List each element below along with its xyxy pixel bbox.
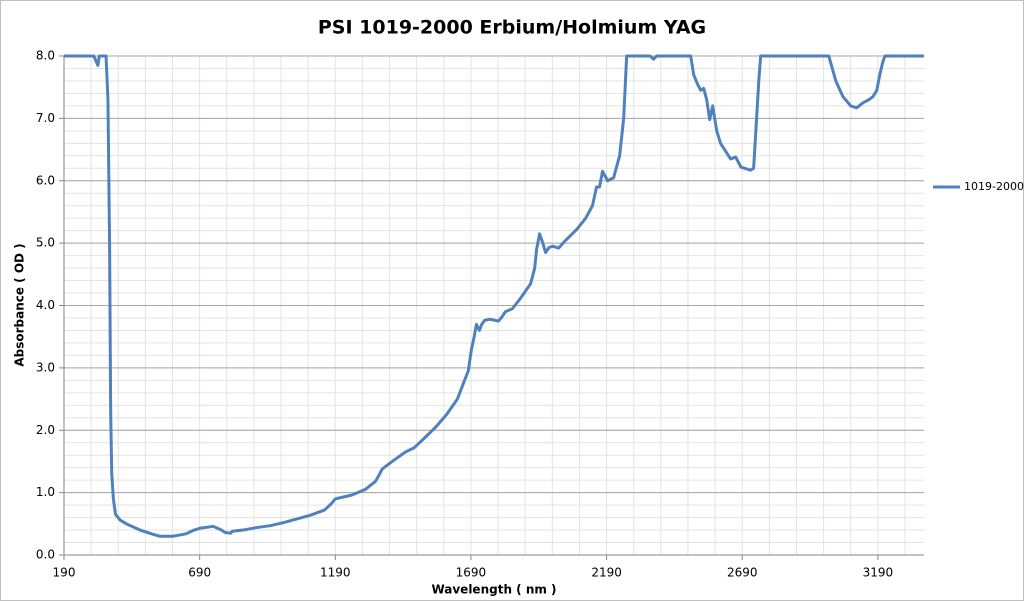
y-tick-label: 4.0 bbox=[36, 298, 55, 312]
x-tick-label: 3190 bbox=[863, 566, 894, 580]
x-tick-label: 1690 bbox=[456, 566, 487, 580]
y-tick-label: 0.0 bbox=[36, 548, 55, 562]
y-tick-label: 1.0 bbox=[36, 485, 55, 499]
data-line bbox=[64, 54, 924, 538]
x-axis-label: Wavelength ( nm ) bbox=[431, 583, 556, 597]
y-tick-label: 6.0 bbox=[36, 173, 55, 187]
x-tick-label: 2190 bbox=[591, 566, 622, 580]
y-tick-label: 5.0 bbox=[36, 236, 55, 250]
y-axis-label: Absorbance ( OD ) bbox=[13, 243, 27, 366]
x-tick-label: 1190 bbox=[320, 566, 351, 580]
x-tick-label: 2690 bbox=[727, 566, 758, 580]
y-tick-label: 2.0 bbox=[36, 423, 55, 437]
x-tick-label: 190 bbox=[53, 566, 76, 580]
plot-area bbox=[64, 54, 924, 538]
chart-title: PSI 1019-2000 Erbium/Holmium YAG bbox=[318, 17, 706, 39]
legend-label: 1019-2000 bbox=[964, 180, 1024, 193]
legend: 1019-2000 bbox=[933, 180, 1024, 193]
y-tick-label: 7.0 bbox=[36, 111, 55, 125]
y-tick-label: 8.0 bbox=[36, 49, 55, 63]
y-tick-label: 3.0 bbox=[36, 360, 55, 374]
x-tick-label: 690 bbox=[188, 566, 211, 580]
